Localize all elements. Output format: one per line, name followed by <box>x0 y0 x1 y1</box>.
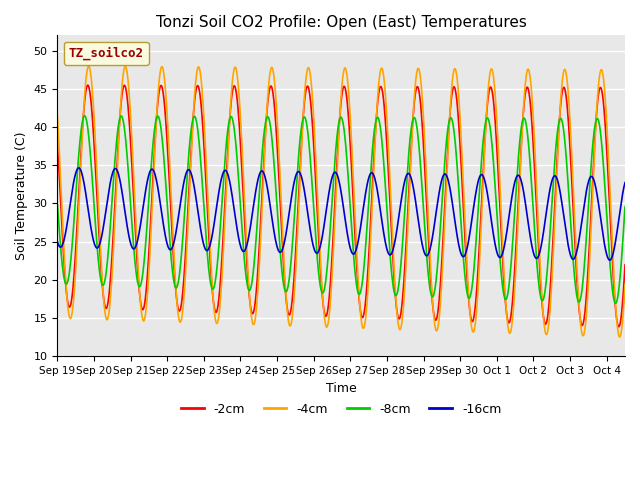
Title: Tonzi Soil CO2 Profile: Open (East) Temperatures: Tonzi Soil CO2 Profile: Open (East) Temp… <box>156 15 527 30</box>
Y-axis label: Soil Temperature (C): Soil Temperature (C) <box>15 132 28 260</box>
Legend: -2cm, -4cm, -8cm, -16cm: -2cm, -4cm, -8cm, -16cm <box>176 398 506 420</box>
X-axis label: Time: Time <box>326 382 356 395</box>
